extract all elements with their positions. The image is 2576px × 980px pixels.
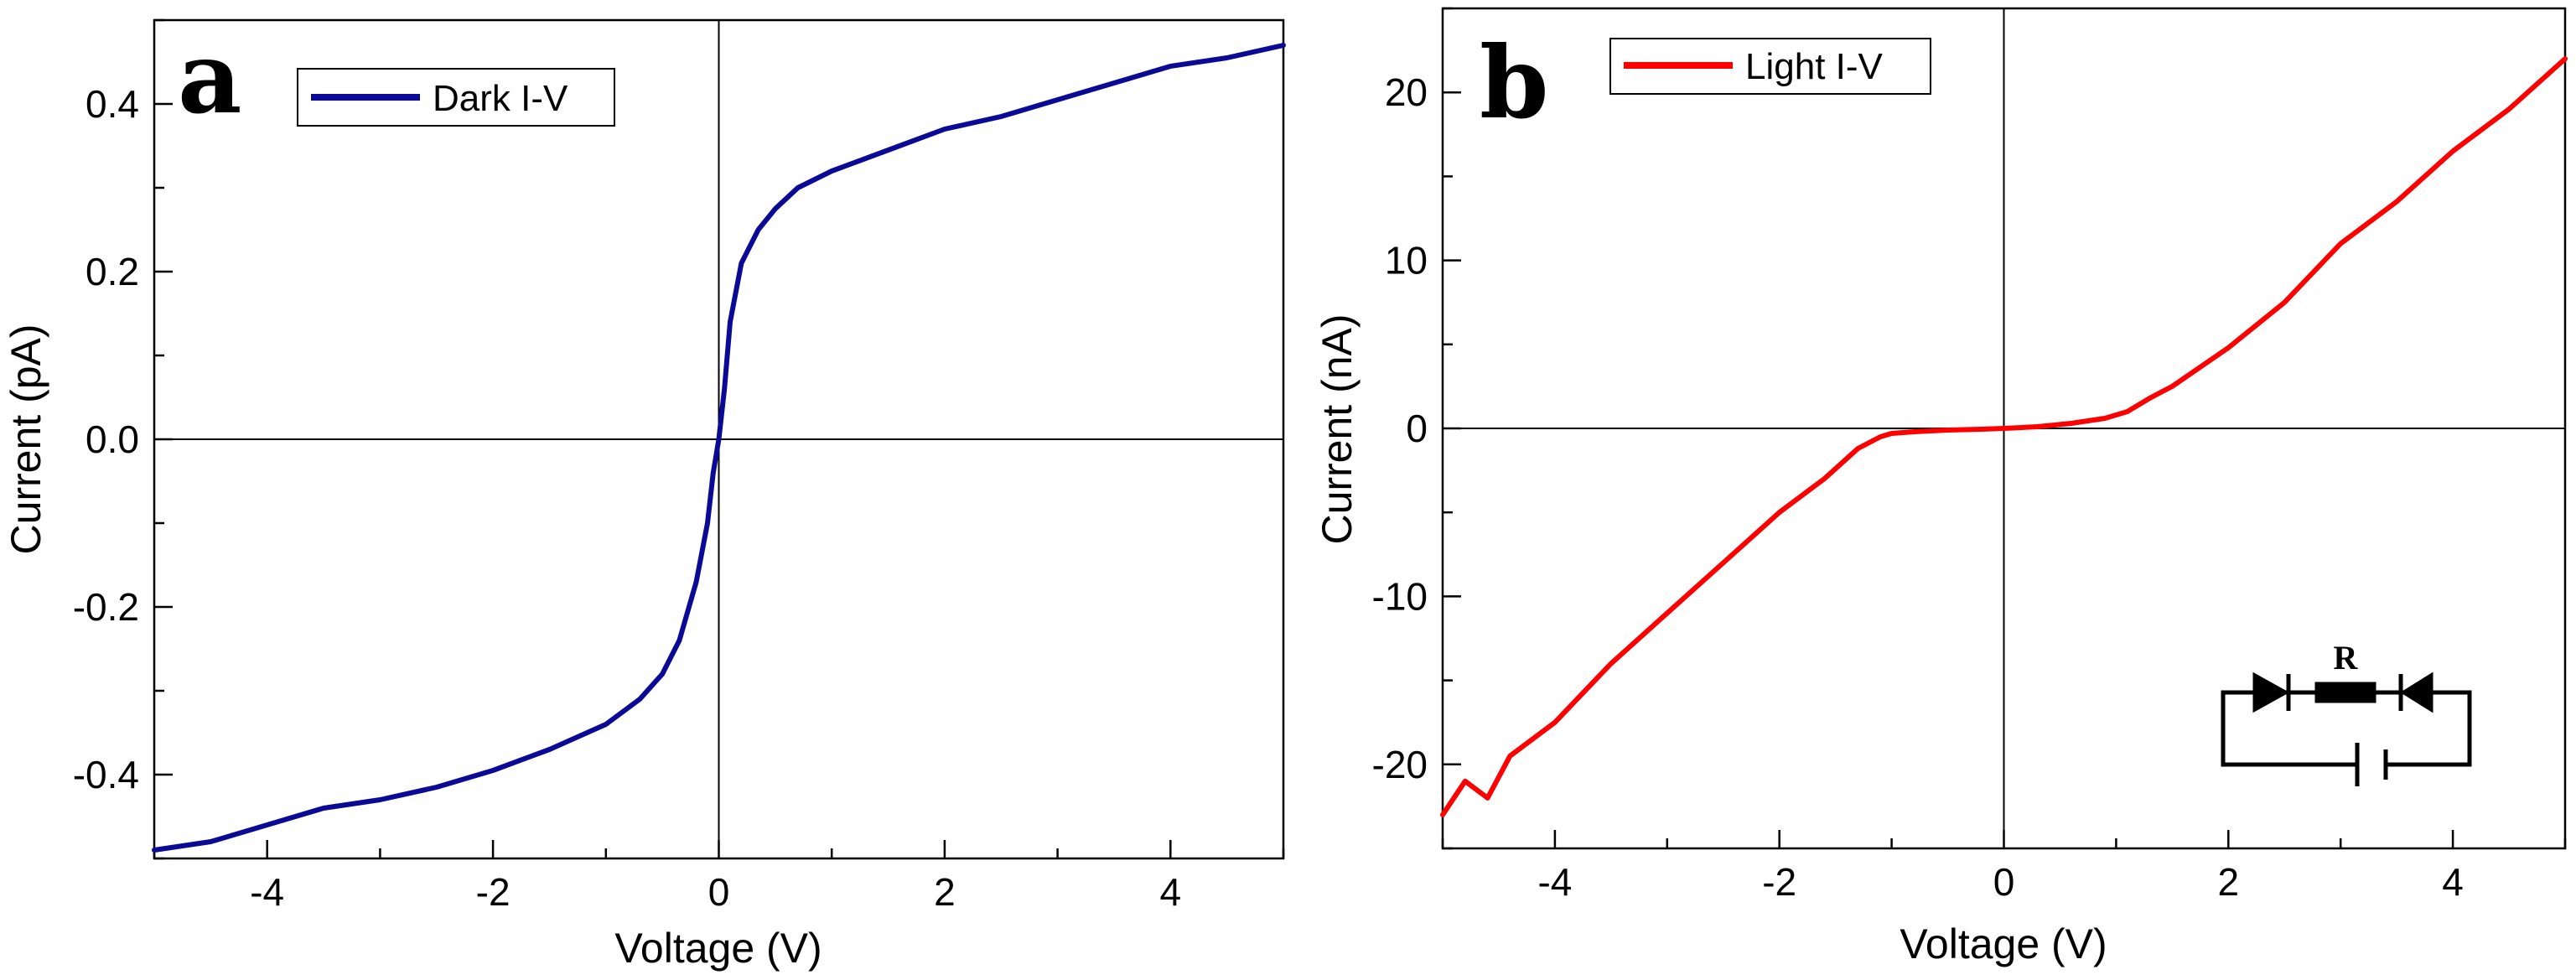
y-tick-label-b: 20 — [1385, 70, 1428, 114]
y-tick-label-a: 0.2 — [86, 250, 139, 293]
panel-letter-a: a — [178, 19, 241, 136]
x-tick-label-a: 2 — [934, 870, 956, 914]
y-tick-label-b: -20 — [1372, 743, 1428, 786]
circuit-wire-left — [2221, 690, 2357, 767]
diode-right-icon — [2400, 671, 2433, 713]
x-tick-label-a: 4 — [1160, 870, 1182, 914]
y-tick-label-a: 0.4 — [86, 82, 139, 126]
circuit-inset — [2221, 671, 2472, 786]
y-ticks-b: -20 -10 0 10 20 — [1372, 7, 1461, 850]
chart-panel-a: -4 -2 0 2 4 -0.4 -0.2 0.0 0.2 0.4 Voltage (V) Cu… — [3, 18, 1286, 972]
y-tick-label-a: 0.0 — [86, 417, 139, 461]
x-ticks-a: -4 -2 0 2 4 — [153, 840, 1285, 914]
y-axis-title-b: Current (nA) — [1314, 314, 1361, 544]
y-tick-label-b: -10 — [1372, 574, 1428, 618]
resistor-icon — [2314, 682, 2376, 703]
panel-letter-b: b — [1480, 24, 1549, 141]
y-ticks-a: -0.4 -0.2 0.0 0.2 0.4 — [73, 18, 173, 860]
x-tick-label-a: -4 — [250, 870, 284, 914]
x-ticks-b: -4 -2 0 2 4 — [1441, 830, 2567, 904]
diode-left-icon — [2252, 671, 2290, 713]
series-line-b — [1440, 56, 2568, 817]
legend-label-a: Dark I-V — [433, 78, 568, 119]
x-tick-label-a: 0 — [708, 870, 730, 914]
y-tick-label-b: 0 — [1406, 407, 1428, 450]
x-tick-label-b: 2 — [2218, 860, 2240, 904]
series-a — [152, 43, 1286, 853]
resistor-label: R — [2334, 639, 2359, 677]
x-tick-label-b: -4 — [1537, 860, 1572, 904]
legend-label-b: Light I-V — [1745, 46, 1884, 87]
legend-b: Light I-V — [1609, 38, 1931, 95]
x-tick-label-b: 4 — [2442, 860, 2464, 904]
x-tick-label-b: 0 — [1993, 860, 2015, 904]
y-axis-title-a: Current (pA) — [3, 324, 49, 554]
x-axis-title-a: Voltage (V) — [614, 925, 822, 972]
series-line-a — [152, 43, 1286, 853]
x-axis-title-b: Voltage (V) — [1900, 920, 2107, 967]
y-tick-label-a: -0.4 — [73, 753, 139, 796]
x-tick-label-a: -2 — [476, 870, 511, 914]
y-tick-label-b: 10 — [1385, 239, 1428, 283]
y-tick-label-a: -0.2 — [73, 585, 139, 629]
legend-a: Dark I-V — [297, 68, 615, 127]
circuit-wire-right — [2386, 690, 2472, 767]
series-b — [1440, 56, 2568, 817]
x-tick-label-b: -2 — [1762, 860, 1796, 904]
